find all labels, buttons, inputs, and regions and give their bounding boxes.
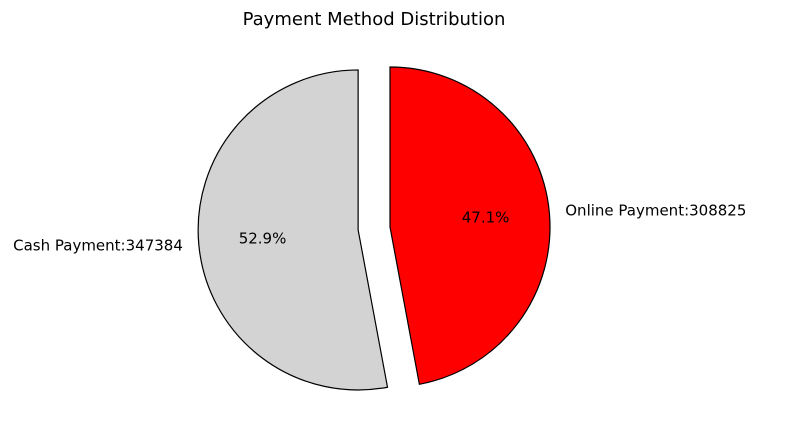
pie-slice-1 (197, 69, 389, 391)
pie-slices (197, 66, 551, 391)
pie-slice-percent-0: 47.1% (462, 209, 510, 227)
pie-slice-percent-1: 52.9% (239, 229, 287, 247)
pie-slice-label-0: Online Payment:308825 (565, 201, 746, 219)
chart-title: Payment Method Distribution (243, 9, 506, 30)
pie-slice-0 (389, 66, 551, 385)
pie-labels: 47.1% Online Payment:308825 52.9% Cash Paym… (13, 201, 746, 254)
pie-slice-label-1: Cash Payment:347384 (13, 237, 183, 255)
